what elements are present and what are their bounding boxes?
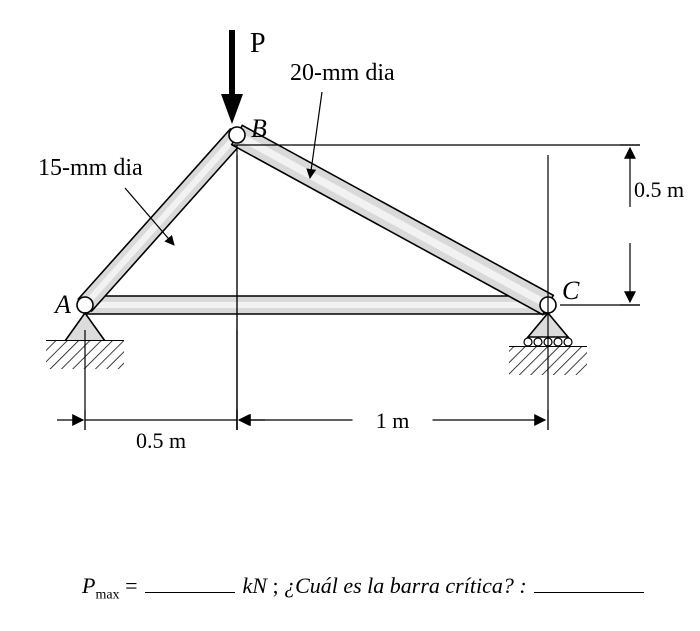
- callout-text-0: 15-mm dia: [38, 155, 143, 181]
- roller-wheel: [524, 338, 532, 346]
- roller-wheel: [564, 338, 572, 346]
- dim-label: 1 m: [376, 408, 410, 433]
- node-label-A: A: [53, 290, 71, 319]
- equals: =: [120, 573, 143, 598]
- pin-A: [77, 297, 93, 313]
- question-line: Pmax = kN ; ¿Cuál es la barra crítica? :: [82, 570, 646, 603]
- node-label-B: B: [251, 114, 267, 143]
- critical-bar-prompt: ¿Cuál es la barra crítica? :: [284, 573, 532, 598]
- pmax-sub: max: [95, 587, 119, 602]
- pin-B: [229, 127, 245, 143]
- pmax-blank: [145, 570, 235, 593]
- unit-kn: kN: [237, 573, 272, 598]
- pmax-P: P: [82, 573, 95, 598]
- load-label: P: [250, 28, 266, 59]
- callout-text-1: 20-mm dia: [290, 60, 395, 86]
- dim-label: 0.5 m: [634, 177, 684, 202]
- separator: ;: [272, 573, 284, 598]
- roller-wheel: [554, 338, 562, 346]
- node-label-C: C: [562, 276, 580, 305]
- load-arrow-head: [221, 94, 243, 124]
- critical-bar-blank: [534, 570, 644, 593]
- roller-wheel: [534, 338, 542, 346]
- dim-label: 0.5 m: [136, 428, 186, 453]
